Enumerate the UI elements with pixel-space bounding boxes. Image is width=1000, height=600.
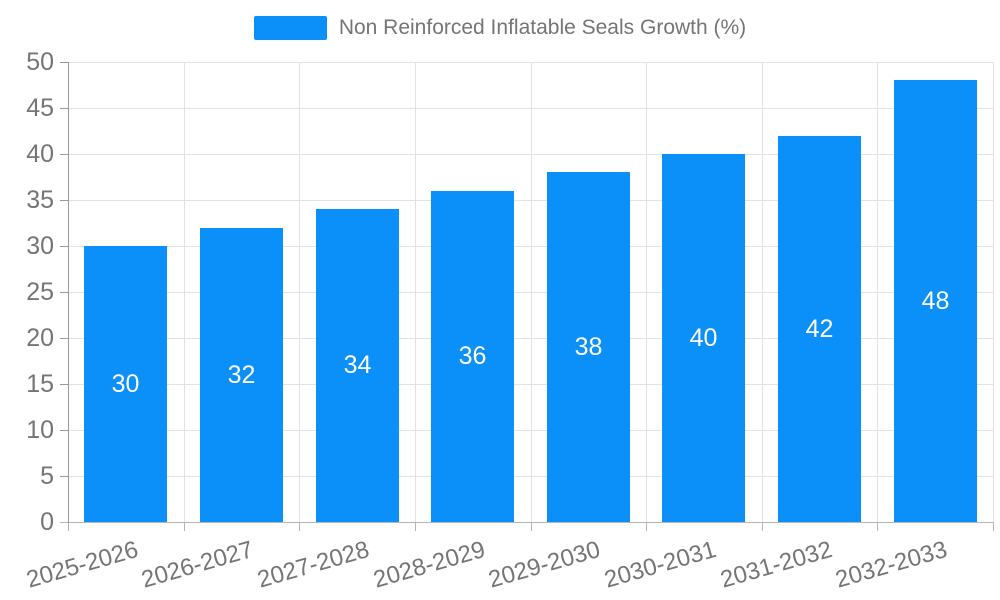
y-gridline <box>68 384 993 385</box>
y-gridline <box>68 62 993 63</box>
y-gridline <box>68 246 993 247</box>
bar-value-label: 34 <box>343 351 372 379</box>
x-gridline <box>993 62 994 522</box>
x-axis-tick <box>68 522 69 531</box>
y-axis-tick <box>60 430 68 431</box>
y-axis-line <box>68 62 69 523</box>
y-gridline <box>68 200 993 201</box>
x-axis-tick <box>646 522 647 531</box>
x-axis-tick <box>184 522 185 531</box>
y-axis-tick <box>60 476 68 477</box>
bar-value-label: 40 <box>689 323 718 352</box>
bar: 36 <box>431 191 514 522</box>
y-gridline <box>68 430 993 431</box>
y-axis-tick <box>60 108 68 109</box>
y-axis-tick <box>60 246 68 247</box>
legend-swatch-icon <box>253 16 327 40</box>
bar: 42 <box>778 136 861 522</box>
x-gridline <box>762 62 763 522</box>
y-tick-label: 50 <box>26 48 54 76</box>
x-axis-tick <box>762 522 763 531</box>
x-gridline <box>646 62 647 522</box>
bar: 32 <box>200 228 283 522</box>
bar: 40 <box>662 154 745 522</box>
x-axis-tick <box>299 522 300 531</box>
x-tick-label: 2026-2027 <box>138 536 257 594</box>
x-tick-label: 2030-2031 <box>601 536 720 594</box>
legend-item[interactable]: Non Reinforced Inflatable Seals Growth (… <box>253 16 747 40</box>
bar-value-label: 42 <box>805 314 834 343</box>
x-tick-label: 2031-2032 <box>717 536 836 594</box>
y-axis-tick <box>60 292 68 293</box>
chart-legend: Non Reinforced Inflatable Seals Growth (… <box>0 16 1000 40</box>
x-gridline <box>531 62 532 522</box>
legend-label: Non Reinforced Inflatable Seals Growth (… <box>338 16 747 39</box>
x-tick-label: 2025-2026 <box>23 536 142 594</box>
y-tick-label: 40 <box>26 140 54 168</box>
y-gridline <box>68 154 993 155</box>
bar-value-label: 38 <box>574 332 603 361</box>
y-axis-tick <box>60 200 68 201</box>
x-gridline <box>415 62 416 522</box>
y-gridline <box>68 108 993 109</box>
x-gridline <box>877 62 878 522</box>
y-gridline <box>68 476 993 477</box>
y-axis-tick <box>60 522 68 523</box>
bar: 38 <box>547 172 630 522</box>
y-tick-label: 30 <box>26 232 54 260</box>
x-tick-label: 2027-2028 <box>254 536 373 594</box>
x-axis-line <box>68 522 993 523</box>
bar-value-label: 30 <box>111 369 140 398</box>
bar-value-label: 36 <box>458 342 487 370</box>
bar-value-label: 32 <box>227 360 256 389</box>
y-tick-label: 15 <box>26 370 54 398</box>
x-tick-label: 2029-2030 <box>485 536 604 594</box>
y-tick-label: 35 <box>26 186 54 214</box>
y-tick-label: 20 <box>26 324 54 352</box>
x-axis-tick <box>531 522 532 531</box>
x-axis-tick <box>415 522 416 531</box>
x-axis-tick <box>877 522 878 531</box>
x-axis-tick <box>993 522 994 531</box>
bar-value-label: 48 <box>921 286 950 315</box>
bar: 30 <box>84 246 167 522</box>
x-tick-label: 2028-2029 <box>370 536 489 594</box>
y-tick-label: 25 <box>26 278 54 306</box>
y-gridline <box>68 292 993 293</box>
x-tick-label: 2032-2033 <box>832 536 951 594</box>
y-tick-label: 10 <box>26 416 54 444</box>
y-tick-label: 0 <box>40 508 54 536</box>
y-tick-label: 5 <box>40 462 54 490</box>
y-gridline <box>68 338 993 339</box>
y-axis-tick <box>60 338 68 339</box>
x-gridline <box>184 62 185 522</box>
y-axis-tick <box>60 62 68 63</box>
y-axis-tick <box>60 154 68 155</box>
y-axis-tick <box>60 384 68 385</box>
y-tick-label: 45 <box>26 94 54 122</box>
bar: 34 <box>316 209 399 522</box>
x-gridline <box>299 62 300 522</box>
bar: 48 <box>894 80 977 522</box>
